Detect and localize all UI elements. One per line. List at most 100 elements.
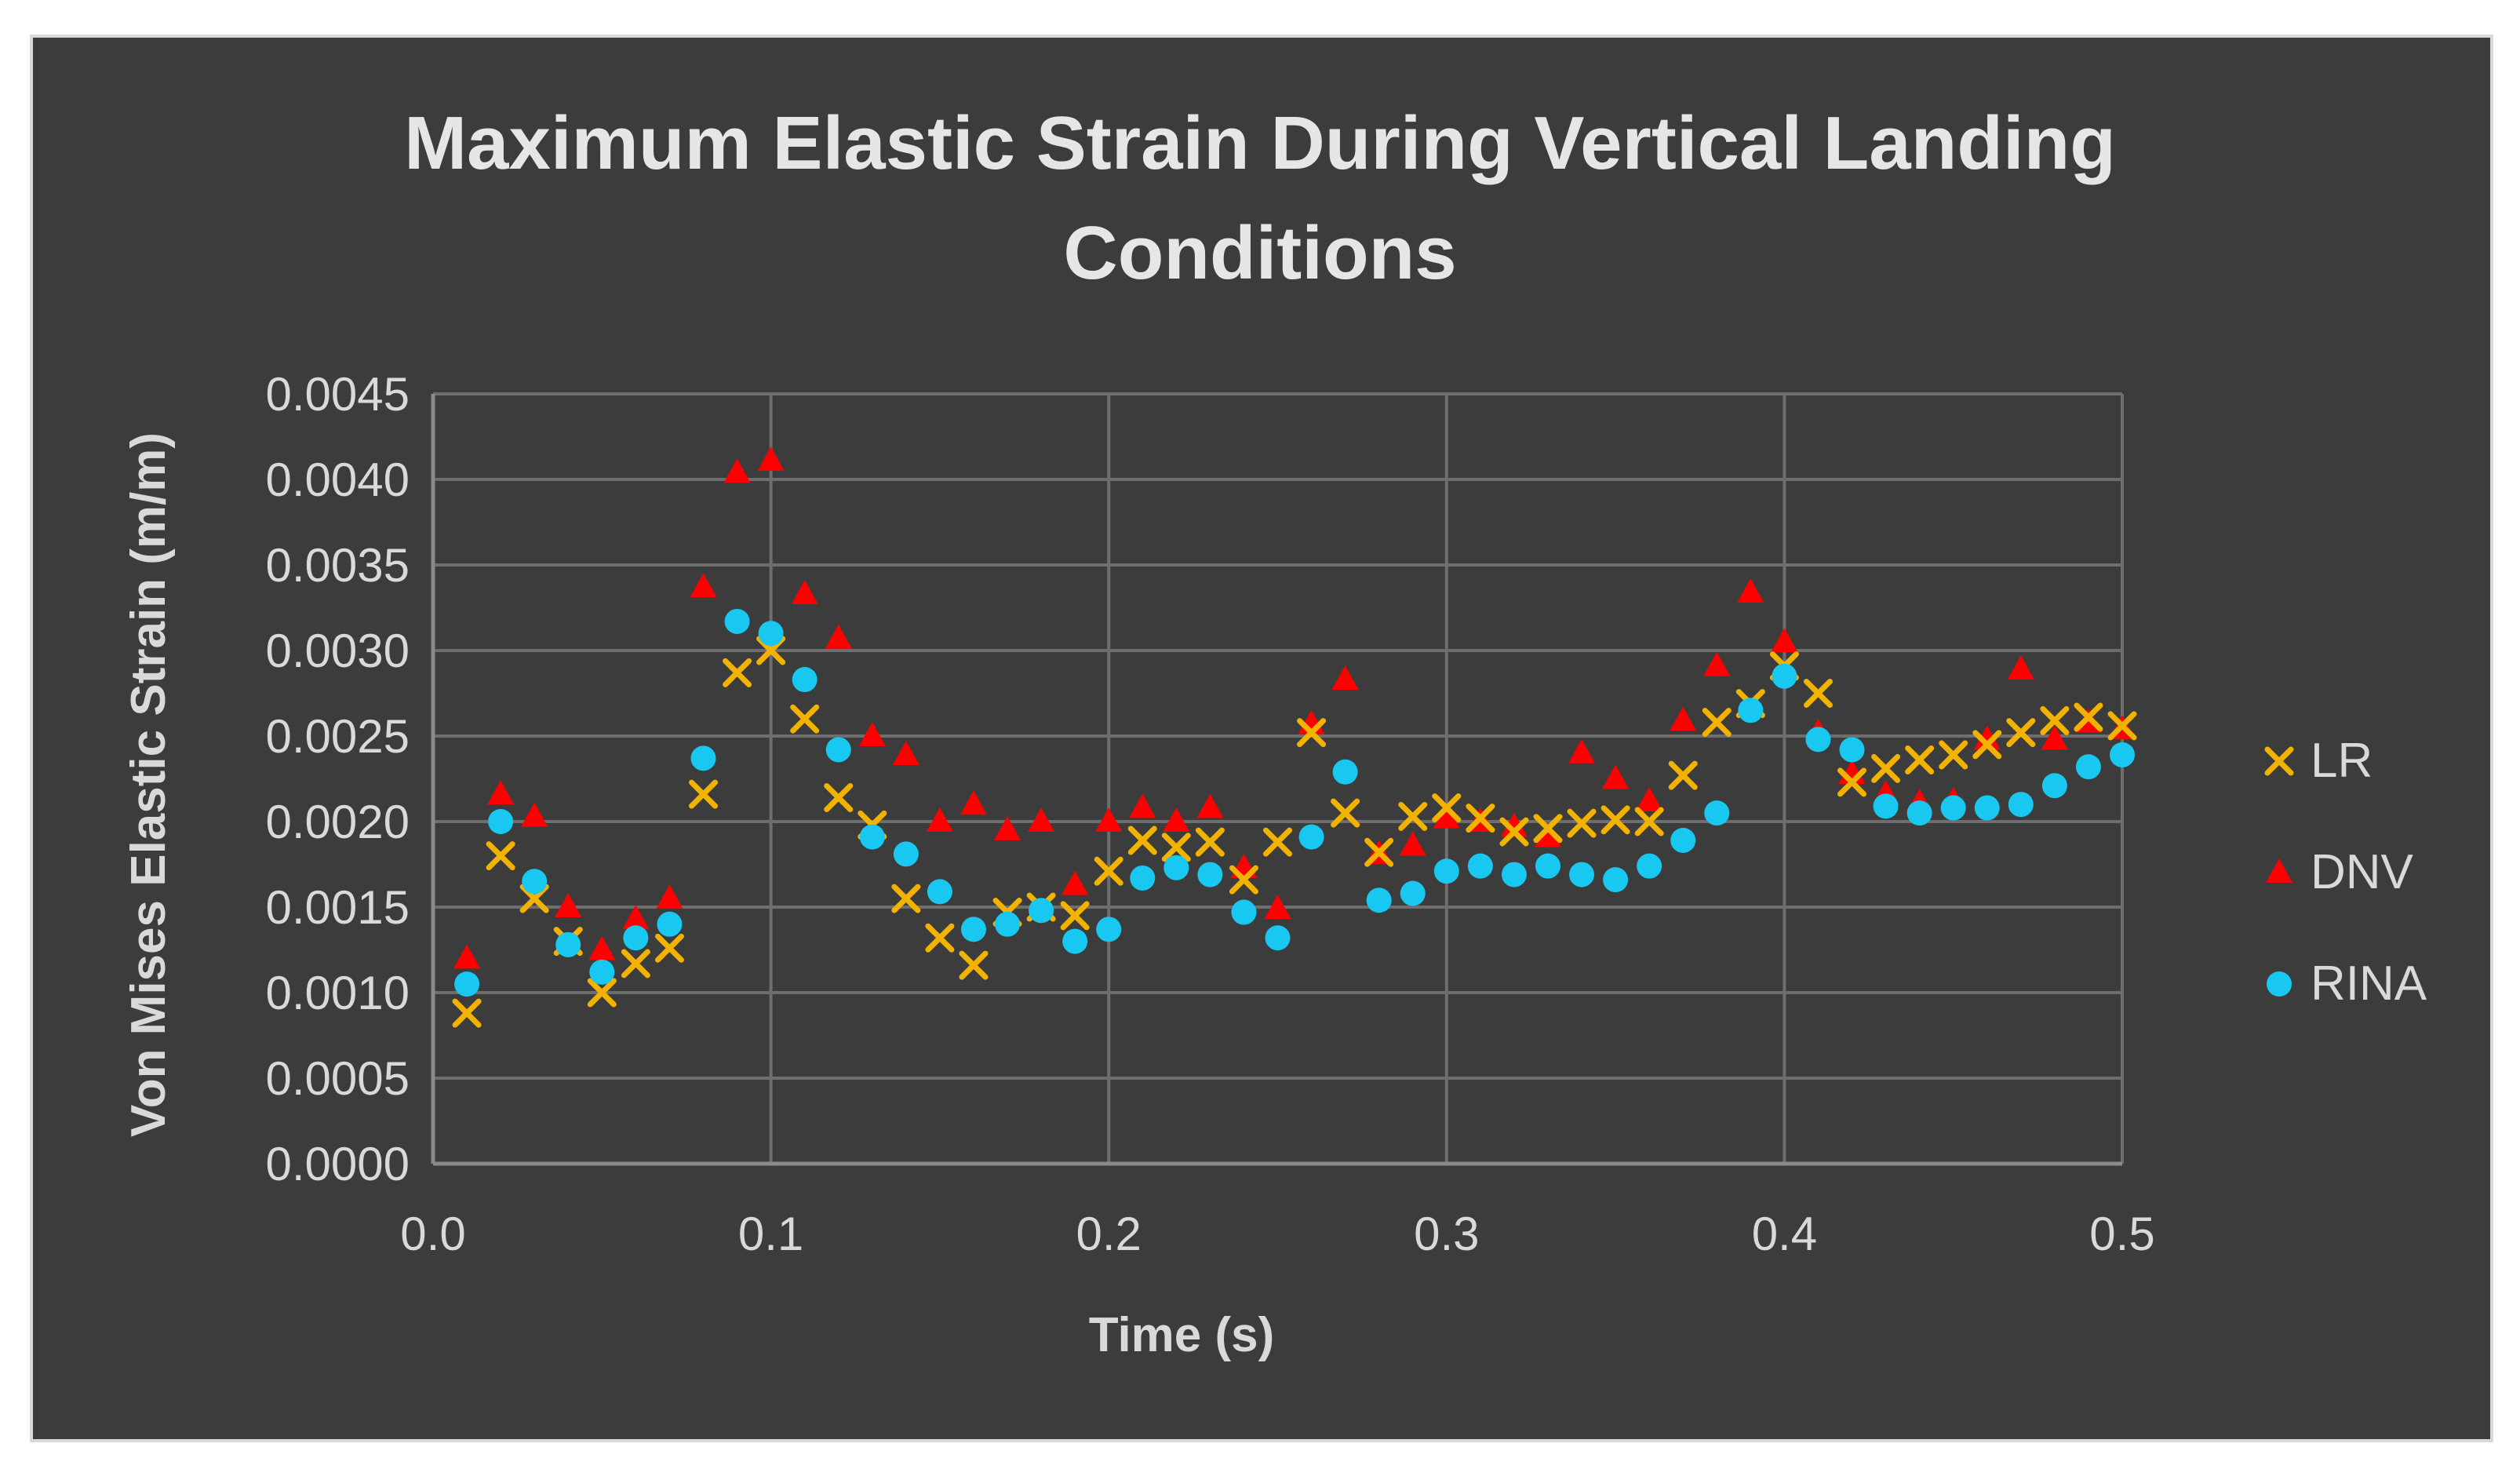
y-tick-label: 0.0045 <box>265 368 410 421</box>
rina-point <box>1400 880 1426 906</box>
rina-point <box>758 621 784 647</box>
legend: LR DNV RINA <box>2264 734 2427 1011</box>
lr-point <box>1060 901 1090 931</box>
series-dnv <box>453 446 2136 969</box>
dnv-point <box>1196 793 1224 818</box>
dnv-point <box>1703 651 1731 676</box>
rina-point <box>1906 800 1932 826</box>
dnv-point <box>825 624 852 649</box>
dnv-point <box>521 802 548 827</box>
rina-point <box>555 931 581 957</box>
dnv-point <box>2007 654 2034 680</box>
dnv-point <box>1602 764 1630 789</box>
series-rina <box>454 608 2135 997</box>
rina-point <box>589 959 615 985</box>
dnv-point <box>858 722 886 746</box>
rina-point <box>2075 754 2101 780</box>
lr-point <box>486 841 515 871</box>
dnv-point <box>1636 786 1663 811</box>
lr-point <box>1364 837 1394 867</box>
rina-point <box>1467 853 1493 879</box>
lr-point <box>925 923 955 953</box>
lr-point <box>1161 833 1191 862</box>
dnv-point <box>487 780 515 805</box>
rina-point <box>825 737 851 763</box>
dnv-point <box>1771 628 1798 653</box>
rina-point <box>1062 928 1088 954</box>
y-tick-label: 0.0000 <box>265 1138 410 1190</box>
dnv-point <box>588 935 616 960</box>
rina-point <box>623 925 649 951</box>
rina-point <box>960 917 986 942</box>
dnv-point <box>791 580 818 605</box>
dnv-point <box>1028 807 1055 832</box>
lr-point <box>1499 817 1529 847</box>
dnv-point <box>1129 793 1156 818</box>
rina-point <box>1873 793 1899 819</box>
y-tick-label: 0.0005 <box>265 1052 410 1105</box>
rina-point <box>1231 899 1257 925</box>
dnv-point <box>994 815 1021 840</box>
legend-label-dnv: DNV <box>2311 845 2414 899</box>
dnv-point <box>555 893 582 917</box>
lr-point <box>587 978 617 1008</box>
lr-point <box>1263 827 1292 857</box>
legend-label-rina: RINA <box>2311 957 2427 1011</box>
legend-item-rina: RINA <box>2267 957 2427 1011</box>
y-tick-label: 0.0035 <box>265 539 410 592</box>
dnv-point <box>1399 831 1426 856</box>
lr-point <box>2107 711 2137 741</box>
rina-point <box>1637 853 1662 879</box>
dnv-point <box>453 944 481 969</box>
lr-point <box>1432 793 1462 823</box>
rina-point <box>2041 773 2067 799</box>
rina-point <box>1501 862 1527 887</box>
lr-point <box>2074 702 2103 732</box>
dnv-point <box>1973 725 2001 750</box>
x-tick-label: 0.2 <box>1076 1208 1141 1260</box>
rina-point <box>1366 887 1392 913</box>
legend-marker-dnv <box>2266 858 2292 883</box>
x-tick-label: 0.4 <box>1752 1208 1817 1260</box>
dnv-point <box>1095 807 1123 832</box>
y-tick-label: 0.0020 <box>265 796 410 848</box>
rina-point <box>2110 742 2135 767</box>
lr-point <box>1803 679 1833 708</box>
dnv-point <box>1264 895 1291 920</box>
legend-marker-lr <box>2264 746 2294 776</box>
series-lr <box>452 636 2137 1028</box>
lr-point <box>1837 767 1867 797</box>
rina-point <box>1569 862 1595 887</box>
dnv-point <box>892 740 920 765</box>
rina-point <box>1772 663 1797 689</box>
dnv-point <box>1500 812 1528 837</box>
lr-point <box>688 779 718 809</box>
rina-point <box>1805 727 1831 753</box>
dnv-point <box>1534 822 1561 847</box>
rina-point <box>522 869 548 895</box>
rina-point <box>1433 858 1459 884</box>
lr-point <box>1634 807 1664 836</box>
dnv-point <box>1568 738 1596 764</box>
lr-point <box>1094 856 1123 886</box>
lr-point <box>1297 718 1327 748</box>
tick-labels: 0.00000.00050.00100.00150.00200.00250.00… <box>265 368 2154 1260</box>
legend-item-dnv: DNV <box>2266 845 2414 899</box>
rina-point <box>1974 795 2000 821</box>
lr-point <box>654 933 684 963</box>
lr-point <box>1905 745 1935 775</box>
rina-point <box>927 879 952 905</box>
rina-point <box>1738 698 1764 723</box>
rina-point <box>1163 855 1189 880</box>
dnv-point <box>1062 870 1089 895</box>
lr-point <box>1600 805 1630 835</box>
dnv-point <box>656 884 683 909</box>
y-tick-label: 0.0040 <box>265 454 410 506</box>
rina-point <box>1096 917 1122 942</box>
rina-point <box>1029 898 1054 924</box>
chart-title: Maximum Elastic Strain During Vertical L… <box>404 101 2116 295</box>
rina-point <box>1265 925 1291 951</box>
rina-point <box>893 841 919 867</box>
rina-point <box>1130 865 1156 891</box>
chart-title-line-1: Maximum Elastic Strain During Vertical L… <box>404 101 2116 185</box>
